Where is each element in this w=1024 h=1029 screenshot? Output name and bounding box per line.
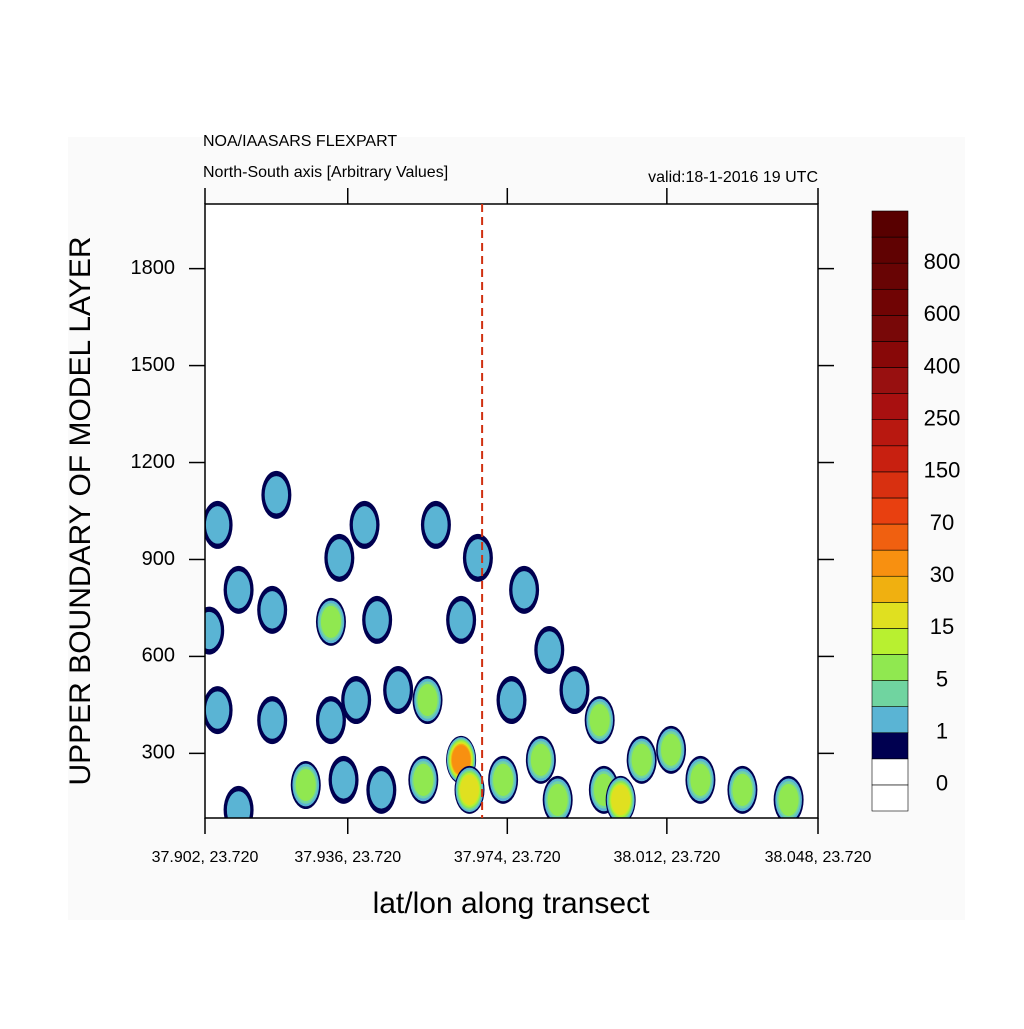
y-tick-label: 300	[142, 742, 175, 764]
colorbar-box	[871, 523, 909, 551]
contour-blob	[611, 784, 631, 816]
contour-blob	[365, 601, 389, 639]
contour-blob	[417, 683, 438, 717]
contour-blob	[264, 476, 289, 514]
contour-blob	[732, 773, 753, 806]
chart-subtitle: North-South axis [Arbitrary Values]	[203, 164, 448, 181]
contour-blob	[205, 691, 230, 729]
colorbar-box	[871, 784, 909, 812]
valid-time: valid:18-1-2016 19 UTC	[648, 169, 818, 186]
colorbar-label: 400	[924, 353, 961, 378]
contour-blob	[413, 763, 434, 796]
x-tick-label: 37.902, 23.720	[152, 849, 259, 866]
contour-field	[205, 470, 804, 818]
contour-blob	[331, 761, 356, 799]
contour-blob	[226, 571, 251, 609]
contour-blob	[449, 601, 473, 639]
contour-blob	[631, 743, 652, 776]
colorbar-box	[871, 210, 909, 238]
colorbar-box	[871, 758, 909, 786]
colorbar-box	[871, 654, 909, 681]
colorbar-box	[871, 602, 909, 629]
contour-blob	[499, 681, 524, 719]
contour-blob	[778, 783, 799, 816]
x-tick-label: 37.936, 23.720	[294, 849, 401, 866]
contour-blob	[260, 591, 284, 629]
contour-blob	[512, 571, 536, 609]
contour-blob	[690, 763, 711, 796]
colorbar-box	[871, 575, 909, 603]
contour-blob	[260, 701, 284, 739]
colorbar-box	[871, 445, 909, 473]
contour-blob	[320, 605, 342, 638]
contour-blob	[319, 701, 343, 739]
colorbar-label: 70	[930, 510, 954, 535]
colorbar-box	[871, 549, 909, 577]
contour-blob	[205, 611, 221, 650]
contour-blob	[466, 539, 490, 577]
colorbar-box	[871, 419, 909, 447]
colorbar-box	[871, 628, 909, 655]
colorbar-label: 30	[930, 562, 954, 587]
contour-blob	[295, 768, 316, 802]
colorbar-label: 5	[936, 666, 948, 691]
chart-title: NOA/IAASARS FLEXPART	[203, 133, 397, 150]
contour-blob	[460, 774, 480, 806]
colorbar-label: 600	[924, 301, 961, 326]
colorbar-box	[871, 341, 909, 368]
contour-blob	[226, 791, 251, 818]
y-tick-label: 1500	[131, 354, 176, 376]
colorbar-box	[871, 471, 909, 499]
y-axis-label: UPPER BOUNDARY OF MODEL LAYER	[64, 236, 97, 785]
contour-blob	[530, 743, 551, 776]
colorbar-box	[871, 680, 909, 707]
contour-blob	[493, 763, 514, 796]
colorbar-label: 250	[924, 406, 961, 431]
contour-blob	[386, 671, 410, 709]
colorbar-box	[871, 367, 909, 394]
colorbar-label: 0	[936, 771, 948, 796]
y-tick-label: 900	[142, 548, 175, 570]
contour-blob	[660, 733, 682, 766]
plot-frame	[204, 203, 819, 819]
colorbar-box	[871, 262, 909, 290]
y-tick-label: 1200	[131, 451, 176, 473]
colorbar-box	[871, 288, 909, 316]
x-tick-label: 37.974, 23.720	[454, 849, 561, 866]
contour-blob	[205, 506, 230, 544]
contour-blob	[537, 631, 561, 669]
x-axis-label: lat/lon along transect	[373, 887, 651, 920]
colorbar-box	[871, 732, 909, 760]
colorbar-box	[871, 497, 909, 525]
x-tick-label: 38.012, 23.720	[613, 849, 720, 866]
contour-blob	[562, 671, 587, 709]
contour-blob	[344, 681, 368, 719]
colorbar-box	[871, 706, 909, 734]
colorbar-label: 1	[936, 719, 948, 744]
contour-blob	[352, 506, 377, 544]
colorbar-box	[871, 236, 909, 264]
colorbar-box	[871, 393, 909, 420]
contour-blob	[424, 506, 448, 544]
contour-blob	[589, 704, 610, 737]
colorbar-label: 800	[924, 249, 961, 274]
contour-blob	[547, 783, 568, 816]
colorbar-box	[871, 315, 909, 342]
plot-area	[205, 204, 818, 818]
colorbar-label: 150	[924, 458, 961, 483]
y-tick-label: 600	[142, 645, 175, 667]
x-tick-label: 38.048, 23.720	[765, 849, 872, 866]
colorbar-label: 15	[930, 614, 954, 639]
contour-blob	[369, 771, 394, 809]
y-tick-label: 1800	[131, 257, 176, 279]
contour-blob	[327, 539, 352, 577]
